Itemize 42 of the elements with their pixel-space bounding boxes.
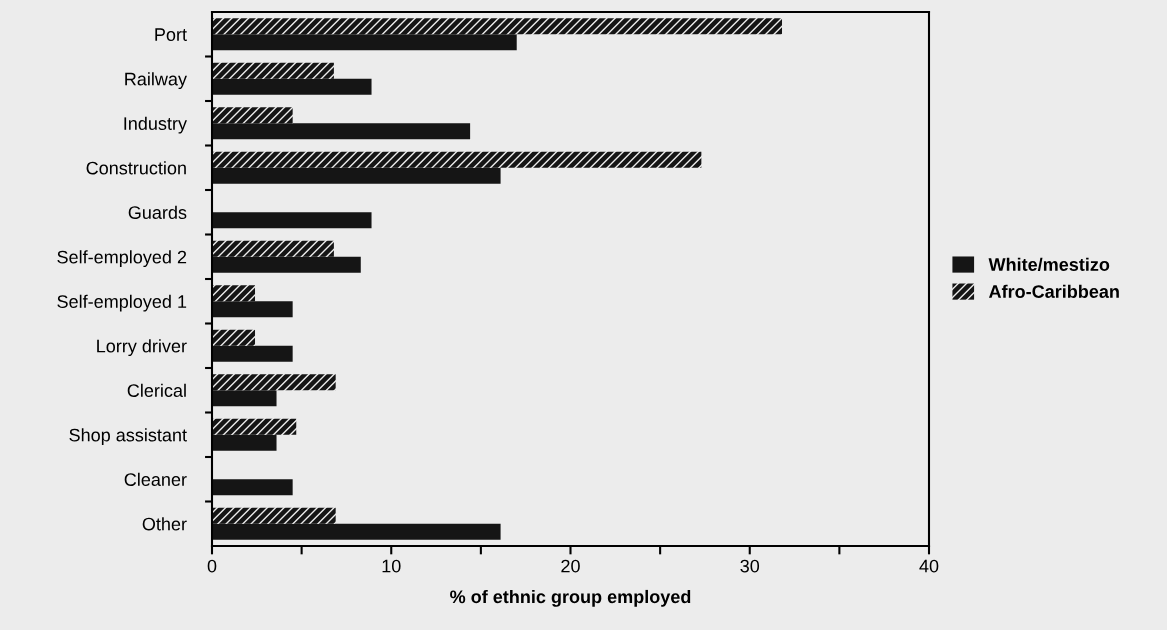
- bar: [212, 62, 334, 79]
- legend-label: White/mestizo: [988, 257, 1110, 272]
- x-tick-label: 10: [382, 559, 401, 573]
- bar: [212, 212, 372, 229]
- bar: [212, 479, 293, 496]
- bar: [212, 329, 256, 346]
- bar: [212, 123, 471, 140]
- y-tick-label: Industry: [124, 116, 187, 134]
- bar: [212, 434, 277, 451]
- x-tick-label: 40: [919, 559, 939, 573]
- bar: [212, 256, 361, 273]
- y-tick-label: Self-employed 2: [57, 250, 187, 268]
- y-tick-label: Cleaner: [124, 472, 187, 486]
- y-tick-label: Clerical: [127, 383, 186, 397]
- y-tick-label: Lorry driver: [97, 339, 187, 357]
- x-axis-title: % of ethnic group employed: [450, 589, 691, 607]
- y-tick-label: Railway: [125, 72, 187, 90]
- bar: [212, 374, 336, 391]
- x-tick-label: 30: [740, 559, 760, 573]
- bar: [212, 34, 517, 51]
- bar: [212, 107, 293, 124]
- bar: [212, 78, 372, 95]
- y-tick-label: Shop assistant: [69, 428, 187, 446]
- x-tick-label: 0: [207, 559, 217, 573]
- bar: [212, 390, 277, 407]
- y-tick-label: Self-employed 1: [57, 294, 187, 312]
- legend-label: Afro-Caribbean: [988, 284, 1119, 298]
- bar: [212, 18, 783, 35]
- y-tick-label: Port: [155, 28, 187, 41]
- y-tick-label: Construction: [86, 161, 186, 175]
- bar: [212, 301, 293, 318]
- bar: [212, 240, 334, 257]
- y-tick-label: Guards: [128, 205, 187, 219]
- bar: [212, 345, 293, 362]
- bar: [212, 285, 256, 302]
- y-tick-label: Other: [142, 517, 187, 531]
- bar: [212, 151, 702, 168]
- bar: [212, 507, 336, 524]
- bar: [212, 418, 297, 435]
- bar: [212, 167, 501, 184]
- x-tick-label: 20: [561, 559, 580, 573]
- bar: [212, 523, 501, 540]
